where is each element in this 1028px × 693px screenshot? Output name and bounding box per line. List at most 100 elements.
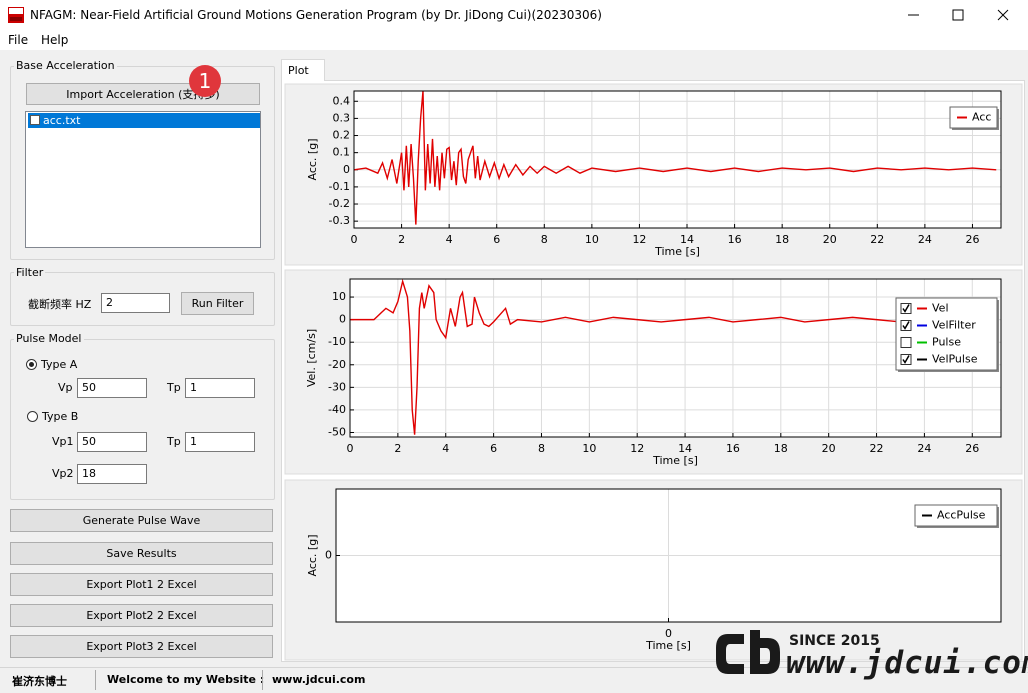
y-tick-label: 0	[343, 163, 350, 176]
y-tick-label: -40	[328, 403, 346, 416]
legend-label: Pulse	[932, 336, 961, 349]
x-tick-label: 16	[726, 442, 740, 455]
y-tick-label: 0.1	[333, 146, 351, 159]
group-box	[10, 66, 275, 260]
status-text: 崔济东博士	[12, 675, 67, 688]
label: Type A	[41, 358, 78, 371]
legend: AccPulse	[914, 504, 999, 528]
group-box	[10, 272, 275, 326]
import-button[interactable]: Import Acceleration (支持多)	[26, 83, 260, 105]
plot-border	[335, 488, 1002, 623]
x-tick-label: 16	[728, 233, 742, 246]
y-tick-label: 0	[339, 313, 346, 326]
separator	[95, 670, 96, 690]
text-input[interactable]: 18	[77, 464, 147, 484]
y-axis-label: Acc. [g]	[306, 139, 319, 181]
x-tick-label: 24	[917, 442, 931, 455]
file-item[interactable]	[28, 113, 260, 128]
action-button[interactable]: Generate Pulse Wave	[10, 509, 273, 532]
window-title: NFAGM: Near-Field Artificial Ground Moti…	[30, 8, 602, 22]
x-tick-label: 20	[823, 233, 837, 246]
action-button[interactable]: Export Plot3 2 Excel	[10, 635, 273, 658]
legend-box	[949, 106, 998, 129]
action-button[interactable]: Export Plot2 2 Excel	[10, 604, 273, 627]
x-axis-label: Time [s]	[645, 639, 691, 652]
label: Vp	[58, 381, 73, 394]
legend-label: Vel	[932, 302, 949, 315]
data-line	[353, 90, 997, 225]
legend-label: VelFilter	[932, 319, 976, 332]
tab[interactable]: Plot	[281, 59, 325, 81]
x-tick-label: 22	[870, 442, 884, 455]
x-tick-label: 20	[822, 442, 836, 455]
text-input[interactable]: 2	[101, 293, 170, 313]
x-tick-label: 14	[680, 233, 694, 246]
text-input[interactable]: 1	[185, 378, 255, 398]
label: Type B	[42, 410, 79, 423]
x-tick-label: 0	[351, 233, 358, 246]
x-tick-label: 2	[394, 442, 401, 455]
check-mark	[902, 321, 910, 330]
menu-bar	[0, 30, 1028, 50]
radio-button[interactable]	[26, 359, 37, 370]
text-input[interactable]: 50	[77, 378, 147, 398]
x-tick-label: 18	[775, 233, 789, 246]
action-button[interactable]: Save Results	[10, 542, 273, 565]
label: Tp	[167, 435, 181, 448]
action-button[interactable]: Export Plot1 2 Excel	[10, 573, 273, 596]
separator	[262, 670, 263, 690]
menu-item[interactable]: Help	[41, 33, 69, 47]
status-bar	[0, 667, 1028, 693]
label: Tp	[167, 381, 181, 394]
legend-label: Acc	[972, 111, 991, 124]
legend-label: VelPulse	[932, 353, 978, 366]
title-bar	[0, 0, 1028, 30]
label: Vp1	[52, 435, 74, 448]
x-tick-label: 8	[541, 233, 548, 246]
y-tick-label: -50	[328, 425, 346, 438]
menu-item[interactable]: File	[8, 33, 29, 47]
x-tick-label: 26	[965, 233, 979, 246]
text-input[interactable]: 1	[185, 432, 255, 452]
x-tick-label: 10	[582, 442, 596, 455]
x-tick-label: 14	[678, 442, 692, 455]
x-tick-label: 0	[665, 627, 672, 640]
check-mark	[902, 304, 910, 313]
legend-box	[895, 297, 998, 371]
file-list	[25, 111, 261, 248]
legend-box	[914, 504, 998, 527]
x-tick-label: 12	[630, 442, 644, 455]
text-input[interactable]: 50	[77, 432, 147, 452]
app-icon	[8, 7, 24, 23]
y-tick-label: -0.3	[329, 214, 350, 227]
group-box	[10, 339, 275, 500]
y-tick-label: 0.3	[333, 111, 351, 124]
status-link[interactable]: www.jdcui.com	[272, 673, 366, 686]
legend-checkbox[interactable]	[900, 337, 912, 348]
plot-area: 0 2 4 6 8 10 12 14 16 18 20 22 24 26-0.3-0.2-0.100.10…	[284, 83, 1023, 661]
y-tick-label: 0	[325, 549, 332, 562]
x-tick-label: 22	[870, 233, 884, 246]
x-tick-label: 8	[538, 442, 545, 455]
watermark-since: SINCE 2015	[789, 633, 880, 649]
y-axis-label: Acc. [g]	[306, 535, 319, 577]
radio-button[interactable]	[27, 411, 38, 422]
group-title: Base Acceleration	[14, 59, 117, 72]
y-tick-label: -20	[328, 358, 346, 371]
group-title: Pulse Model	[14, 332, 84, 345]
x-tick-label: 4	[442, 442, 449, 455]
legend: Vel VelFilter Pulse VelPulse	[895, 297, 999, 372]
run-filter-button[interactable]: Run Filter	[181, 292, 254, 315]
window-controls[interactable]	[890, 0, 1028, 30]
checkbox[interactable]	[30, 115, 40, 125]
badge: 1	[189, 65, 221, 97]
y-tick-label: 0.2	[333, 129, 351, 142]
y-tick-label: -10	[328, 335, 346, 348]
x-tick-label: 26	[965, 442, 979, 455]
y-tick-label: -30	[328, 380, 346, 393]
legend-label: AccPulse	[937, 509, 986, 522]
x-tick-label: 4	[446, 233, 453, 246]
plot-border	[353, 90, 1002, 229]
label: 截断频率 HZ	[28, 298, 92, 311]
